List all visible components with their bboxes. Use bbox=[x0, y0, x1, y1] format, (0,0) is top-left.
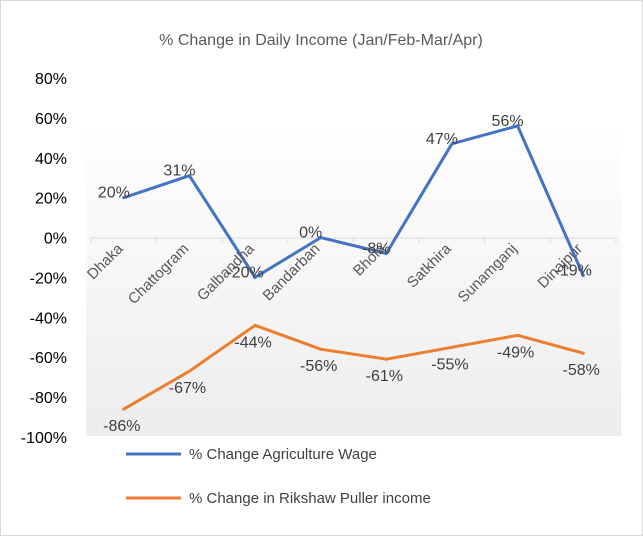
data-label: -44% bbox=[234, 334, 271, 351]
y-tick-label: -40% bbox=[30, 310, 67, 327]
data-label: -58% bbox=[563, 362, 600, 379]
data-label: 31% bbox=[163, 163, 195, 180]
data-point bbox=[122, 196, 126, 200]
chart-title: % Change in Daily Income (Jan/Feb-Mar/Ap… bbox=[159, 32, 483, 49]
y-tick-label: -20% bbox=[30, 270, 67, 287]
y-tick-label: 60% bbox=[35, 111, 67, 128]
data-label: -56% bbox=[300, 358, 337, 375]
data-point bbox=[384, 357, 388, 361]
data-label: 0% bbox=[299, 225, 322, 242]
x-axis-ticks bbox=[90, 237, 617, 243]
data-point bbox=[319, 347, 323, 351]
y-tick-label: -80% bbox=[30, 390, 67, 407]
data-label: -86% bbox=[103, 418, 140, 435]
data-point bbox=[384, 252, 388, 256]
data-point bbox=[319, 236, 323, 240]
data-point bbox=[516, 124, 520, 128]
data-point bbox=[450, 142, 454, 146]
y-tick-label: 20% bbox=[35, 191, 67, 208]
data-label: -20% bbox=[226, 264, 263, 281]
series-group bbox=[122, 124, 585, 411]
y-tick-label: 80% bbox=[35, 71, 67, 88]
data-point bbox=[253, 275, 257, 279]
data-label: -19% bbox=[555, 262, 592, 279]
legend-label: % Change in Rikshaw Puller income bbox=[189, 490, 431, 507]
legend-label: % Change Agriculture Wage bbox=[189, 446, 377, 463]
data-point bbox=[187, 174, 191, 178]
data-label: 47% bbox=[426, 131, 458, 148]
data-point bbox=[516, 333, 520, 337]
series-line-1 bbox=[122, 124, 585, 279]
data-label: -55% bbox=[431, 356, 468, 373]
y-axis: 80% 60% 40% 20% 0% -20% -40% -60% -80% -100% bbox=[21, 71, 67, 447]
y-tick-label: -100% bbox=[21, 430, 67, 447]
series-line-2 bbox=[122, 323, 585, 411]
data-point bbox=[581, 273, 585, 277]
plot-area bbox=[86, 121, 621, 436]
data-labels: 20% 31% -20% 0% -8% 47% 56% -19% -86% -67% -44% -56… bbox=[98, 113, 600, 435]
legend: % Change Agriculture Wage % Change in Rik… bbox=[126, 446, 431, 507]
data-point bbox=[581, 351, 585, 355]
data-label: 56% bbox=[492, 113, 524, 130]
data-label: -61% bbox=[366, 368, 403, 385]
y-tick-label: -60% bbox=[30, 350, 67, 367]
y-tick-label: 40% bbox=[35, 151, 67, 168]
data-point bbox=[122, 407, 126, 411]
data-label: -67% bbox=[169, 380, 206, 397]
data-point bbox=[187, 369, 191, 373]
y-tick-label: 0% bbox=[44, 231, 67, 248]
data-label: 20% bbox=[98, 185, 130, 202]
data-point bbox=[253, 323, 257, 327]
data-point bbox=[450, 345, 454, 349]
data-label: -49% bbox=[497, 344, 534, 361]
data-label: -8% bbox=[362, 241, 390, 258]
